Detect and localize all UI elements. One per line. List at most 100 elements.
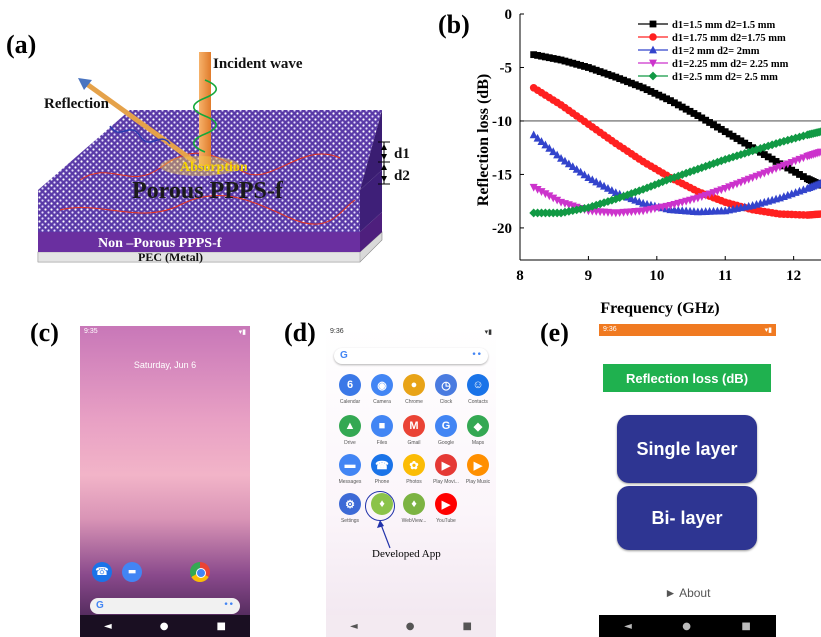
app-tile[interactable]: ♦ WebView... — [396, 493, 432, 524]
interp-marker — [580, 170, 589, 179]
interp-marker — [553, 55, 561, 63]
app-tile[interactable]: ■ Files — [364, 415, 400, 446]
app-icon: G — [435, 415, 457, 437]
app-tile[interactable]: ▲ Drive — [332, 415, 368, 446]
interp-marker — [686, 107, 694, 115]
app-label: Chrome — [405, 399, 423, 405]
interp-marker — [596, 68, 604, 76]
interp-marker — [588, 175, 597, 184]
assistant-icon: •• — [223, 600, 234, 610]
reflection-loss-button[interactable]: Reflection loss (dB) — [603, 364, 771, 392]
app-label: Gmail — [407, 440, 421, 446]
interp-marker — [604, 70, 612, 78]
interp-marker — [545, 192, 554, 201]
y-tick-label: -15 — [492, 167, 512, 183]
about-link[interactable]: ► About — [664, 586, 711, 600]
interp-marker — [620, 76, 627, 84]
app-tile[interactable]: ▶ Play Movi... — [428, 454, 464, 485]
app-tile[interactable]: ▬ Messages — [332, 454, 368, 485]
app-icon: ◆ — [467, 415, 489, 437]
drawer-search-bar[interactable]: G •• — [334, 348, 488, 364]
app-icon: ✿ — [403, 454, 425, 476]
data-point — [530, 51, 538, 59]
recent-apps-button[interactable]: ■ — [741, 620, 751, 632]
data-point — [666, 174, 675, 184]
back-button[interactable]: ◄ — [624, 620, 632, 632]
nonporous-layer — [38, 232, 360, 252]
google-search-bar[interactable]: G •• — [90, 598, 240, 614]
interp-marker — [595, 199, 605, 209]
x-tick-label: 8 — [516, 268, 524, 284]
series-3 — [529, 148, 821, 218]
interp-marker — [565, 58, 573, 66]
recent-apps-button[interactable]: ■ — [462, 620, 472, 632]
back-button[interactable]: ◄ — [350, 620, 358, 632]
x-tick-label: 9 — [585, 268, 593, 284]
app-icon: ▲ — [339, 415, 361, 437]
interp-marker — [716, 156, 726, 166]
app-icon: ☎ — [371, 454, 393, 476]
data-point — [612, 73, 620, 81]
interp-marker — [603, 183, 612, 192]
interp-marker — [607, 195, 617, 205]
home-button[interactable]: ● — [405, 620, 415, 632]
app-tile[interactable]: M Gmail — [396, 415, 432, 446]
app-tile[interactable]: ◷ Clock — [428, 374, 464, 405]
data-point — [721, 128, 729, 136]
panel-d-label: (d) — [284, 318, 316, 347]
callout-arrow — [377, 520, 391, 549]
interp-marker — [600, 181, 609, 190]
data-point — [557, 56, 565, 64]
app-tile[interactable]: G Google — [428, 415, 464, 446]
nav-bar: ◄ ● ■ — [80, 615, 250, 637]
interp-marker — [710, 121, 717, 129]
app-tile[interactable]: 6 Calendar — [332, 374, 368, 405]
bi-layer-button[interactable]: Bi- layer — [617, 486, 757, 550]
app-tile[interactable]: ▶ Play Music — [460, 454, 496, 485]
interp-marker — [673, 171, 683, 181]
interp-marker — [690, 110, 698, 117]
interp-marker — [737, 137, 745, 145]
app-tile[interactable]: ◉ Camera — [364, 374, 400, 405]
messages-app-icon[interactable]: ▬ — [122, 562, 142, 582]
home-button[interactable]: ● — [159, 620, 169, 632]
interp-marker — [588, 65, 596, 73]
data-point — [584, 173, 593, 182]
single-layer-button[interactable]: Single layer — [617, 415, 757, 483]
recent-apps-button[interactable]: ■ — [216, 620, 226, 632]
pec-label: PEC (Metal) — [138, 250, 203, 264]
legend-marker — [648, 71, 658, 81]
d1-label: d1 — [394, 146, 410, 162]
chrome-app-icon[interactable] — [190, 562, 210, 582]
app-tile[interactable]: ☺ Contacts — [460, 374, 496, 405]
app-tile[interactable]: ☎ Phone — [364, 454, 400, 485]
app-tile[interactable]: ◆ Maps — [460, 415, 496, 446]
app-tile[interactable]: ⚙ Settings — [332, 493, 368, 524]
legend-label: d1=1.75 mm d2=1.75 mm — [672, 33, 786, 44]
app-tile[interactable]: ● Chrome — [396, 374, 432, 405]
data-point — [667, 97, 674, 105]
interp-marker — [545, 54, 553, 62]
app-tile[interactable]: ✿ Photos — [396, 454, 432, 485]
interp-marker — [600, 69, 608, 77]
nav-bar: ◄ ● ■ — [326, 615, 496, 637]
interp-marker — [541, 190, 550, 199]
developed-app-highlight — [365, 491, 395, 521]
interp-marker — [592, 66, 600, 74]
home-button[interactable]: ● — [682, 620, 691, 632]
interp-marker — [581, 63, 588, 70]
x-tick-label: 10 — [649, 268, 664, 284]
interp-marker — [576, 167, 585, 176]
interp-marker — [650, 180, 660, 190]
data-point — [817, 148, 821, 157]
interp-marker — [796, 171, 803, 178]
data-point — [611, 194, 621, 204]
interp-marker — [800, 173, 807, 180]
back-button[interactable]: ◄ — [104, 620, 112, 632]
y-tick-label: 0 — [505, 7, 513, 23]
phone-app-icon[interactable]: ☎ — [92, 562, 112, 582]
interp-marker — [714, 123, 721, 131]
reflection-beam — [82, 79, 197, 165]
app-tile[interactable]: ▶ YouTube — [428, 493, 464, 524]
data-point — [584, 203, 593, 212]
